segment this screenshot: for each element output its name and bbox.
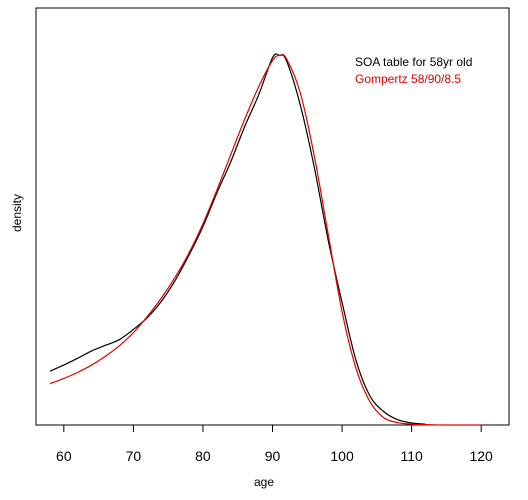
x-axis: 60 70 80 90 100 110 120 xyxy=(56,424,493,464)
x-tick-label: 110 xyxy=(400,448,423,464)
plot-frame xyxy=(35,7,510,426)
x-tick-label: 70 xyxy=(126,448,142,464)
y-axis-label: density xyxy=(10,194,24,232)
x-axis-label: age xyxy=(254,475,274,489)
legend-entry-soa: SOA table for 58yr old xyxy=(355,55,472,69)
series-line-soa xyxy=(49,53,426,425)
x-tick-label: 90 xyxy=(265,448,281,464)
x-tick-label: 80 xyxy=(195,448,211,464)
x-tick-label: 60 xyxy=(56,448,72,464)
x-tick-label: 120 xyxy=(469,448,493,464)
series-line-gompertz xyxy=(49,53,482,426)
series-layer xyxy=(49,53,482,426)
x-tick-label: 100 xyxy=(330,448,354,464)
legend-entry-gompertz: Gompertz 58/90/8.5 xyxy=(355,72,461,86)
